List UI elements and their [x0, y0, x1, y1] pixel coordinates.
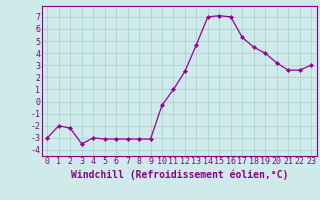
X-axis label: Windchill (Refroidissement éolien,°C): Windchill (Refroidissement éolien,°C) [70, 169, 288, 180]
